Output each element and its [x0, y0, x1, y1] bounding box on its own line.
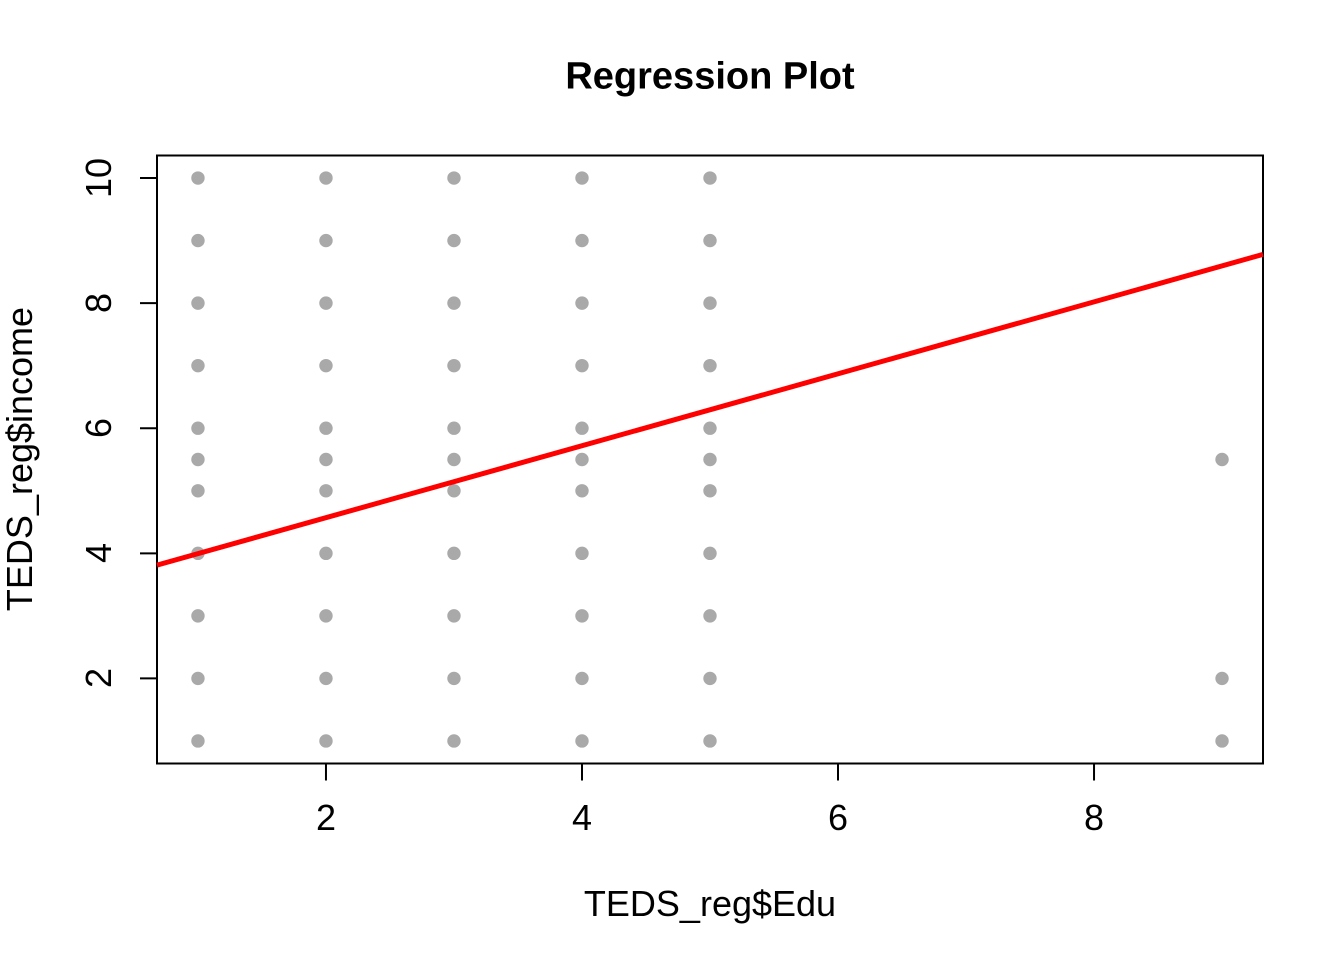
data-point — [703, 609, 717, 623]
data-point — [191, 233, 205, 248]
data-point — [575, 358, 589, 373]
data-point — [703, 671, 717, 686]
data-point — [447, 671, 461, 686]
data-point — [575, 171, 589, 185]
data-point — [703, 171, 717, 185]
data-point — [319, 421, 333, 435]
data-point — [447, 452, 461, 467]
data-point — [575, 233, 589, 248]
chart-title: Regression Plot — [565, 55, 855, 98]
data-point — [191, 452, 205, 467]
data-point — [575, 734, 589, 748]
data-point — [703, 484, 717, 498]
data-point — [319, 358, 333, 373]
data-point — [319, 546, 333, 561]
data-point — [447, 609, 461, 623]
x-tick-label: 6 — [827, 797, 849, 838]
data-point — [319, 452, 333, 467]
x-tick-label: 4 — [571, 797, 592, 838]
data-point — [575, 484, 589, 498]
data-point — [319, 233, 333, 248]
data-point — [575, 452, 589, 467]
regression-line — [156, 251, 1264, 568]
data-point — [1215, 671, 1229, 686]
data-point — [447, 171, 461, 185]
data-point — [191, 609, 205, 623]
data-point — [1215, 734, 1229, 748]
data-point — [191, 296, 205, 310]
y-tick-label: 8 — [78, 293, 119, 314]
x-axis-label: TEDS_reg$Edu — [583, 883, 837, 924]
data-point — [575, 609, 589, 623]
data-point — [703, 734, 717, 748]
data-point — [575, 421, 589, 435]
data-point — [191, 421, 205, 435]
y-tick-label: 2 — [78, 668, 119, 689]
data-point — [191, 484, 205, 498]
data-point — [447, 484, 461, 498]
x-tick-label: 2 — [315, 797, 336, 838]
data-point — [191, 171, 205, 185]
data-point — [703, 421, 717, 435]
data-point — [319, 671, 333, 686]
x-tick-label: 8 — [1084, 797, 1105, 838]
y-tick-label: 10 — [78, 157, 119, 199]
data-point — [703, 233, 717, 248]
data-point — [191, 358, 205, 373]
data-point — [703, 358, 717, 373]
data-point — [1215, 452, 1229, 467]
y-tick-label: 4 — [78, 543, 119, 564]
data-point — [319, 296, 333, 310]
y-tick-label: 6 — [78, 418, 119, 439]
data-point — [703, 546, 717, 561]
data-point — [575, 546, 589, 561]
data-point — [575, 296, 589, 310]
data-point — [191, 671, 205, 686]
data-point — [319, 171, 333, 185]
data-point — [319, 734, 333, 748]
data-point — [447, 233, 461, 248]
data-point — [447, 421, 461, 435]
data-point — [703, 296, 717, 310]
data-point — [319, 484, 333, 498]
y-axis-label: TEDS_reg$income — [0, 306, 40, 612]
plot-border — [156, 154, 1264, 765]
data-point — [447, 546, 461, 561]
data-point — [447, 358, 461, 373]
data-point — [319, 609, 333, 623]
data-point — [191, 734, 205, 748]
data-point — [575, 671, 589, 686]
data-point — [447, 734, 461, 748]
data-point — [447, 296, 461, 310]
data-point — [703, 452, 717, 467]
